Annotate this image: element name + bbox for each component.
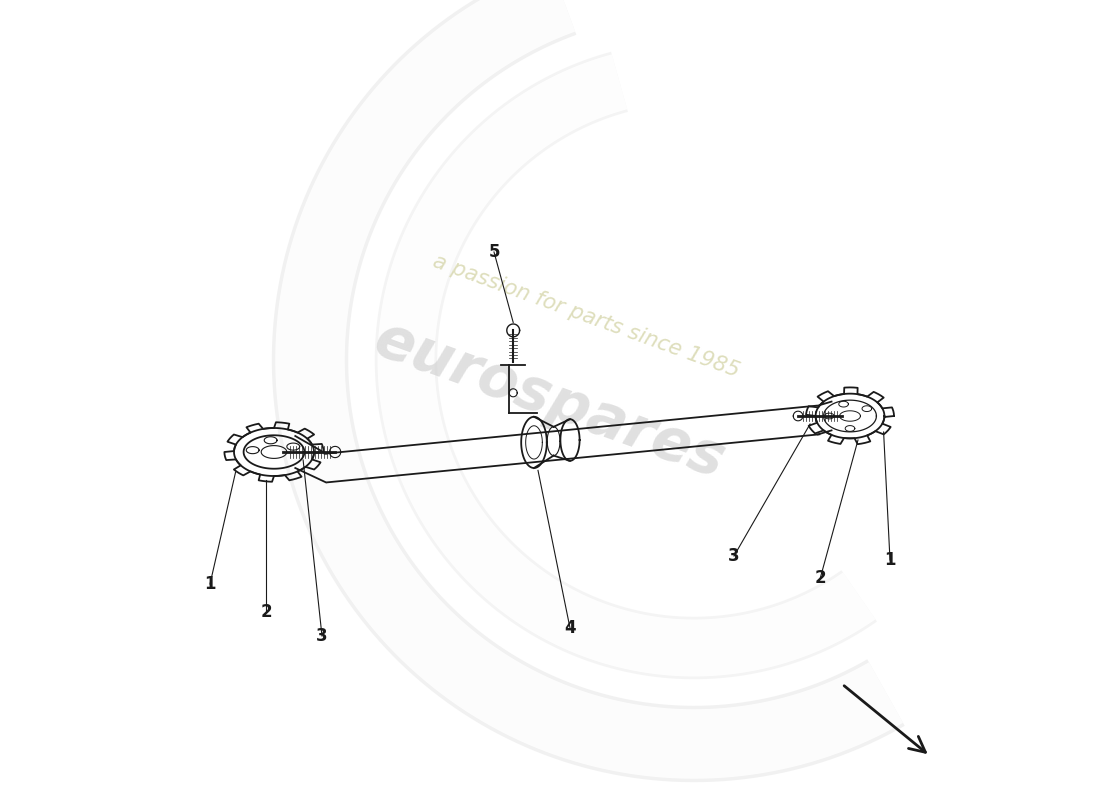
Text: 3: 3 (728, 547, 740, 565)
Text: a passion for parts since 1985: a passion for parts since 1985 (430, 251, 742, 381)
Text: 4: 4 (564, 619, 575, 637)
Text: 1: 1 (205, 575, 216, 593)
Text: 2: 2 (261, 603, 272, 621)
Text: 5: 5 (488, 243, 499, 261)
Text: eurospares: eurospares (367, 310, 733, 490)
Text: 2: 2 (815, 569, 826, 586)
Text: 1: 1 (884, 551, 895, 569)
Text: 3: 3 (316, 627, 328, 645)
